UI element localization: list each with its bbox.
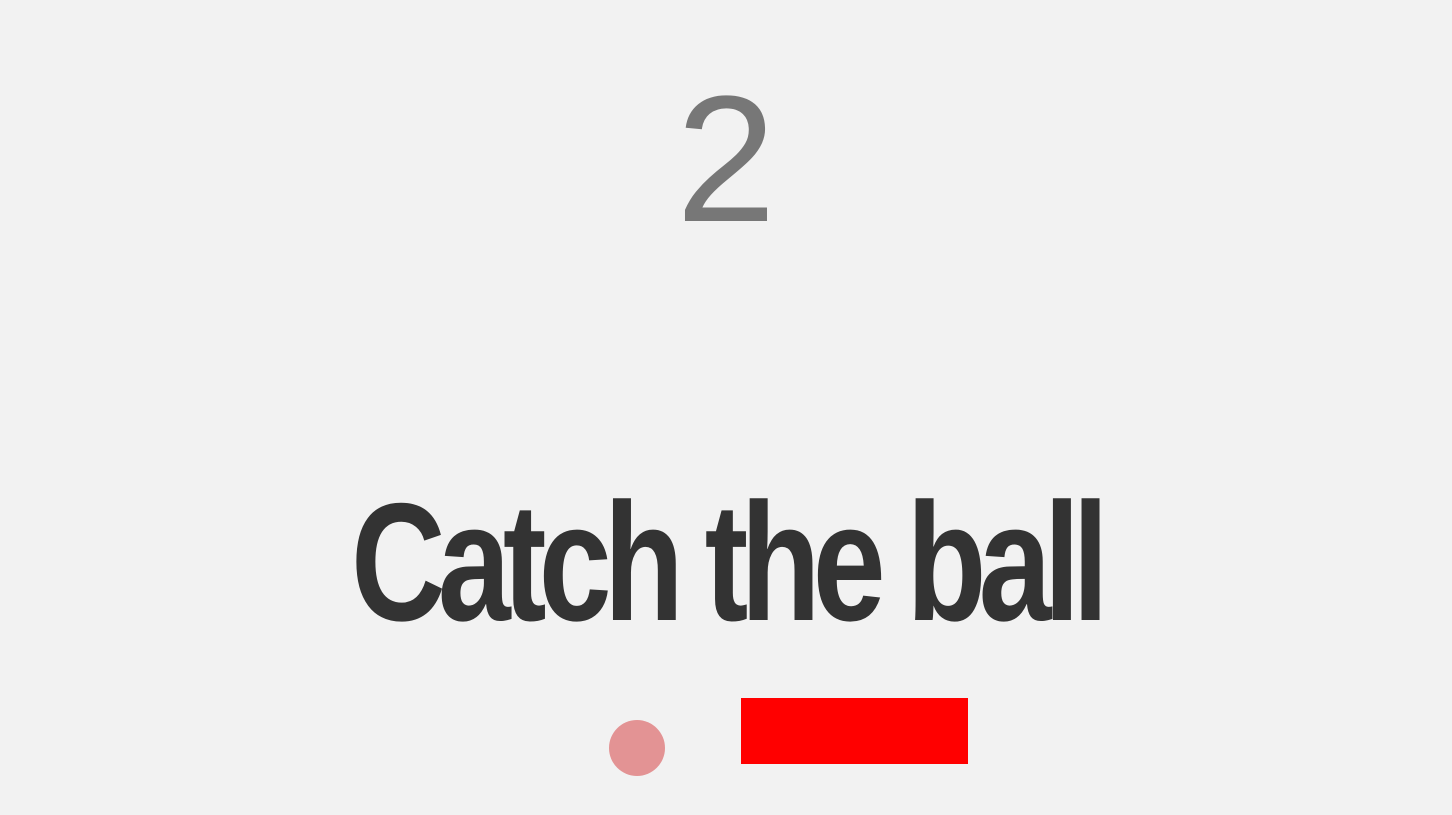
paddle[interactable]: [741, 698, 968, 764]
ball: [609, 720, 665, 776]
score-display: 2: [675, 59, 777, 260]
game-title: Catch the ball: [351, 468, 1109, 656]
